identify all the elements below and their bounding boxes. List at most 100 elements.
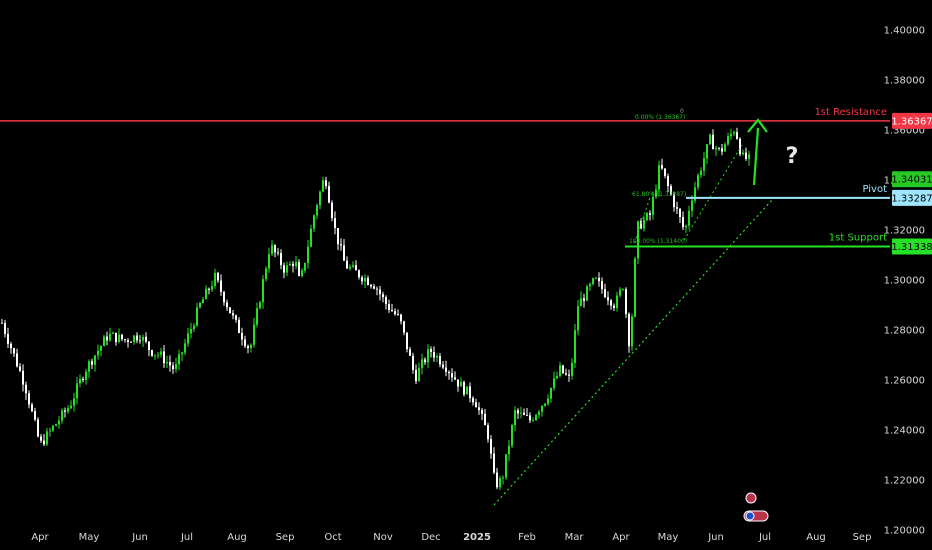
candle [391,303,393,312]
candle [628,312,630,353]
candle [346,256,348,269]
candle [694,181,696,204]
candle [661,158,663,170]
candle [646,212,648,222]
candle [85,368,87,385]
y-tick-label: 1.32000 [884,226,925,237]
candle [148,341,150,357]
candle [136,332,138,344]
candle [124,338,126,343]
candle [523,408,525,416]
candle [259,300,261,310]
candle [358,269,360,280]
candle [160,347,162,358]
candle [544,403,546,407]
event-marker-group[interactable] [743,510,769,522]
candle [211,280,213,292]
candle [469,382,471,403]
candle [367,275,369,286]
candle [514,406,516,431]
y-tick-label: 1.36000 [884,126,925,137]
candle [82,376,84,383]
candle [286,261,288,277]
candle [271,240,273,256]
candle [232,310,234,320]
candle [400,313,402,325]
candle [415,364,417,385]
candle [163,345,165,368]
candle [361,275,363,285]
candle [733,130,735,137]
candle [370,283,372,289]
event-marker-flag[interactable] [745,492,757,504]
question-mark: ? [786,144,799,169]
candle [478,402,480,415]
candle [589,282,591,291]
candle [115,332,117,346]
annotations: 0.00% (1.36367) 61.80% (1.33287) 100.00% (… [493,108,799,506]
badge-current-price: 1.34031 [891,171,932,188]
candle [112,331,114,334]
candle [481,407,483,420]
candle [679,207,681,223]
candle [214,268,216,289]
candle [610,298,612,310]
candle [289,261,291,266]
candle [502,475,504,485]
candle [682,211,684,230]
candle [517,408,519,419]
candle [241,327,243,346]
svg-text:1.36367: 1.36367 [891,116,932,127]
candle [91,358,93,369]
candle [337,228,339,251]
candle [706,143,708,165]
candle [187,327,189,347]
candle [202,297,204,304]
candle [304,262,306,274]
candle [604,283,606,299]
candle [172,362,174,374]
candle [541,405,543,417]
candle [352,261,354,268]
y-tick-label: 1.26000 [884,376,925,387]
candle [49,427,51,437]
price-badges: 1.36367 1.34031 1.33287 1.31338 [891,112,932,255]
candle [100,345,102,357]
candle [583,293,585,308]
candle [247,344,249,354]
candle [538,409,540,419]
candle-series [1,127,750,490]
candle [409,347,411,356]
candle [613,303,615,311]
candle [79,374,81,388]
candle [616,291,618,312]
candle [67,405,69,414]
svg-text:1.33287: 1.33287 [891,193,932,204]
x-tick-label: Apr [31,532,49,543]
candle [388,299,390,313]
candle [742,149,744,156]
candle [445,360,447,377]
candle [130,340,132,343]
candle [274,244,276,258]
candle [178,349,180,370]
candle [319,190,321,210]
candle [4,319,6,338]
candle [223,290,225,306]
x-tick-label: Oct [324,532,341,543]
level-name-pivot: Pivot [862,184,887,195]
candle [193,323,195,333]
x-axis: Apr May Jun Jul Aug Sep Oct Nov Dec 2025 Feb Mar Apr… [31,532,871,543]
badge-support: 1.31338 [891,238,932,255]
fib-connector [632,197,651,248]
candle [217,271,219,283]
candle [175,357,177,373]
candle [688,205,690,230]
candle [532,417,534,423]
candle [169,355,171,372]
x-tick-label: Jun [131,532,148,543]
candle [565,368,567,376]
y-tick-label: 1.38000 [884,76,925,87]
y-tick-label: 1.28000 [884,326,925,337]
candle [250,343,252,353]
